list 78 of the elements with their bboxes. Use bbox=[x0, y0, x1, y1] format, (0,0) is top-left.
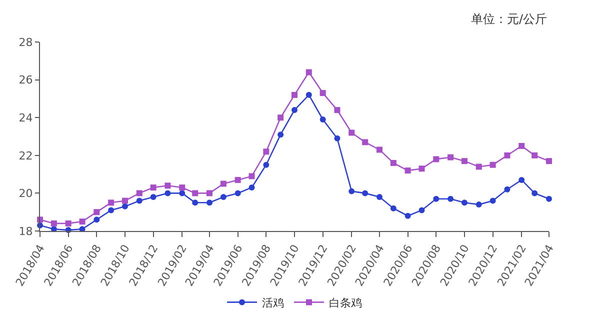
point bbox=[248, 184, 255, 191]
point bbox=[136, 190, 142, 196]
point bbox=[546, 196, 552, 202]
point bbox=[476, 202, 482, 208]
point bbox=[546, 158, 552, 164]
point bbox=[136, 198, 142, 204]
point bbox=[376, 146, 382, 153]
point bbox=[362, 190, 368, 196]
point bbox=[108, 200, 114, 206]
point bbox=[490, 162, 496, 168]
point bbox=[404, 212, 411, 219]
point bbox=[122, 203, 128, 210]
point bbox=[164, 190, 171, 196]
point bbox=[248, 173, 255, 180]
point bbox=[448, 154, 454, 160]
point bbox=[263, 162, 270, 168]
point bbox=[306, 92, 312, 98]
point bbox=[490, 198, 496, 204]
point bbox=[404, 168, 411, 174]
point bbox=[448, 196, 454, 202]
point bbox=[65, 220, 72, 226]
point bbox=[292, 107, 298, 114]
point bbox=[179, 184, 186, 191]
point bbox=[532, 152, 538, 158]
point bbox=[334, 135, 340, 142]
point bbox=[220, 194, 226, 200]
y-tick-label: 26 bbox=[18, 74, 33, 87]
point bbox=[376, 194, 382, 200]
point bbox=[433, 156, 440, 162]
y-tick-label: 22 bbox=[18, 149, 33, 162]
legend-label: 活鸡 bbox=[262, 296, 284, 310]
point bbox=[278, 114, 284, 121]
point bbox=[348, 130, 355, 136]
y-tick-label: 28 bbox=[18, 36, 33, 49]
point bbox=[192, 190, 198, 196]
y-tick-label: 18 bbox=[18, 224, 33, 238]
point bbox=[164, 182, 171, 189]
point bbox=[278, 132, 284, 138]
point bbox=[150, 184, 156, 191]
point bbox=[108, 207, 114, 214]
point bbox=[334, 107, 340, 114]
point bbox=[320, 116, 326, 122]
y-tick-label: 24 bbox=[18, 111, 33, 124]
point bbox=[362, 139, 368, 146]
point bbox=[263, 148, 270, 155]
point bbox=[150, 194, 156, 200]
point bbox=[518, 142, 525, 149]
point bbox=[192, 200, 198, 206]
point bbox=[348, 188, 355, 194]
point bbox=[418, 166, 425, 172]
point bbox=[122, 198, 128, 204]
point bbox=[234, 176, 241, 183]
point bbox=[418, 207, 425, 214]
point bbox=[94, 216, 100, 223]
point bbox=[306, 69, 312, 76]
point bbox=[220, 180, 226, 187]
point bbox=[532, 190, 538, 196]
text: 单位：元/公斤 bbox=[471, 12, 548, 26]
point bbox=[476, 164, 482, 170]
point bbox=[504, 186, 510, 192]
point bbox=[179, 190, 186, 196]
point bbox=[390, 160, 396, 166]
point bbox=[79, 218, 86, 225]
point bbox=[461, 200, 468, 206]
point bbox=[518, 176, 525, 183]
point bbox=[234, 190, 241, 196]
point bbox=[50, 220, 57, 226]
point bbox=[504, 152, 510, 158]
point bbox=[461, 158, 468, 164]
point bbox=[94, 209, 100, 216]
point bbox=[390, 205, 396, 212]
y-tick-label: 20 bbox=[18, 187, 33, 200]
point bbox=[292, 92, 298, 98]
point bbox=[206, 200, 213, 206]
legend-label: 白条鸡 bbox=[329, 296, 362, 310]
point bbox=[320, 90, 326, 96]
point bbox=[206, 190, 213, 196]
point bbox=[433, 196, 440, 202]
